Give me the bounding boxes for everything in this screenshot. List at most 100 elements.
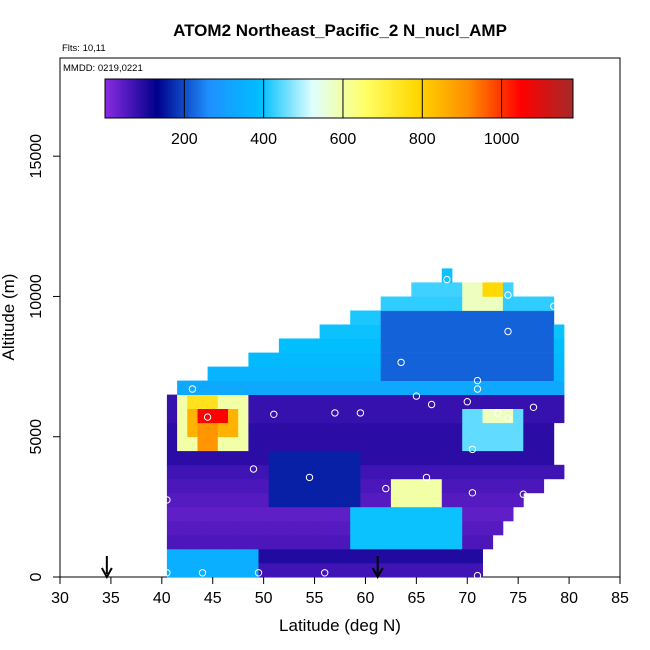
x-tick-label: 60	[357, 590, 375, 607]
heatmap-cell	[441, 563, 453, 578]
heatmap-cell	[411, 436, 422, 452]
heatmap-cell	[543, 310, 555, 325]
heatmap-cell	[350, 563, 361, 578]
heatmap-cell	[370, 338, 382, 353]
sample-points	[163, 275, 573, 580]
heatmap-cell	[421, 422, 433, 438]
heatmap-cell	[390, 506, 402, 522]
heatmap-cell	[553, 464, 565, 480]
sample-point	[529, 403, 538, 411]
heatmap-cell	[289, 506, 300, 522]
heatmap-cell	[431, 563, 443, 578]
heatmap-cell	[217, 506, 229, 522]
colorbar: 200 400 600 800 1000	[104, 78, 574, 148]
heatmap-cell	[543, 464, 555, 480]
heatmap-cell	[472, 324, 483, 339]
heatmap-cell	[350, 310, 361, 325]
heatmap-cell	[360, 310, 371, 325]
heatmap-cell	[340, 534, 351, 550]
heatmap-cell	[431, 408, 443, 424]
heatmap-cell	[187, 394, 198, 409]
heatmap-cell	[268, 366, 280, 381]
heatmap-cell	[380, 310, 392, 325]
heatmap-cell	[441, 464, 453, 480]
heatmap-cell	[502, 422, 514, 438]
heatmap-cell	[390, 548, 402, 564]
heatmap-cell	[360, 563, 371, 578]
heatmap-cell	[268, 534, 280, 550]
heatmap-cell	[207, 380, 219, 395]
heatmap-cell	[543, 408, 555, 424]
heatmap-cell	[411, 534, 422, 550]
heatmap-cell	[207, 366, 219, 381]
heatmap-cell	[258, 394, 270, 409]
heatmap-cell	[513, 492, 524, 508]
heatmap-cell	[258, 506, 270, 522]
heatmap-cell	[289, 394, 300, 409]
sample-point	[203, 413, 212, 421]
heatmap-cell	[187, 478, 198, 494]
heatmap-cell	[217, 436, 229, 452]
heatmap-cell	[421, 408, 433, 424]
heatmap-cell	[502, 394, 514, 409]
heatmap-cell	[492, 450, 504, 466]
heatmap-cell	[472, 478, 483, 494]
heatmap-cell	[278, 563, 290, 578]
heatmap-cell	[248, 352, 259, 367]
heatmap-cell	[278, 422, 290, 438]
heatmap-cell	[472, 534, 483, 550]
heatmap-cell	[319, 352, 331, 367]
heatmap-cell	[217, 548, 229, 564]
colorbar-tick-label: 1000	[484, 131, 520, 148]
heatmap-cell	[187, 380, 198, 395]
heatmap-cell	[401, 422, 412, 438]
heatmap-cell	[462, 338, 473, 353]
heatmap-cell	[340, 436, 351, 452]
heatmap-cell	[390, 296, 402, 311]
heatmap-cell	[401, 380, 412, 395]
heatmap-cell	[482, 310, 494, 325]
heatmap-cell	[441, 422, 453, 438]
heatmap-cell	[452, 366, 463, 381]
heatmap-cell	[248, 380, 259, 395]
arrow-down-icon	[100, 556, 113, 580]
heatmap-cell	[441, 352, 453, 367]
heatmap-cell	[452, 338, 463, 353]
heatmap-cell	[289, 352, 300, 367]
heatmap-cell	[350, 324, 361, 339]
heatmap-cell	[421, 310, 433, 325]
heatmap-cell	[502, 506, 514, 522]
heatmap-cell	[228, 563, 239, 578]
heatmap-cell	[492, 352, 504, 367]
heatmap-cell	[248, 408, 259, 424]
heatmap-cell	[482, 478, 494, 494]
heatmap-cell	[360, 366, 371, 381]
heatmap-cell	[421, 436, 433, 452]
heatmap-cell	[238, 534, 249, 550]
heatmap-cell	[441, 408, 453, 424]
heatmap-cell	[380, 324, 392, 339]
heatmap-cell	[299, 478, 310, 494]
heatmap-cell	[502, 296, 514, 311]
heatmap-cell	[268, 352, 280, 367]
heatmap-cell	[390, 380, 402, 395]
heatmap-cell	[217, 492, 229, 508]
sample-point	[504, 327, 512, 336]
heatmap-cell	[482, 422, 494, 438]
x-axis: 30 35 40 45 50 55 60 65 70 75 80 85	[51, 577, 629, 607]
sample-point	[519, 490, 527, 498]
heatmap-cell	[421, 296, 433, 311]
heatmap-cell	[431, 436, 443, 452]
heatmap-cell	[360, 436, 371, 452]
heatmap-cell	[187, 506, 198, 522]
heatmap-cell	[452, 506, 463, 522]
heatmap-cell	[268, 563, 280, 578]
heatmap-cell	[452, 310, 463, 325]
heatmap-cell	[228, 436, 239, 452]
heatmap-cell	[411, 450, 422, 466]
sample-point	[427, 400, 436, 409]
heatmap-cell	[187, 563, 198, 578]
heatmap-cell	[217, 408, 229, 424]
heatmap-cell	[187, 534, 198, 550]
heatmap-cell	[309, 506, 321, 522]
